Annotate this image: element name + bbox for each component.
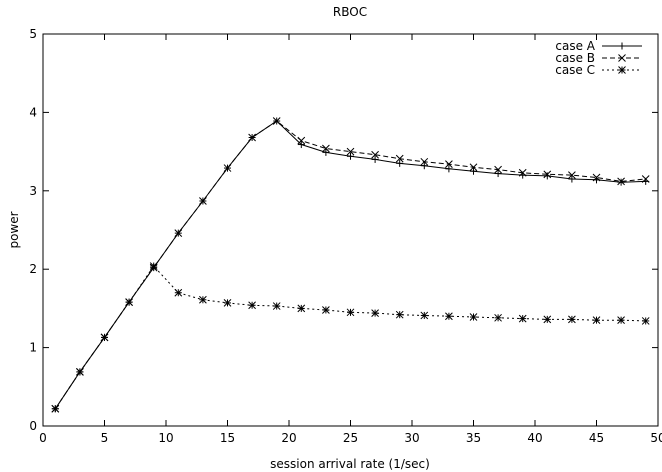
data-point	[495, 314, 502, 321]
data-point	[396, 311, 403, 318]
data-point	[544, 172, 551, 179]
series-line	[55, 121, 645, 409]
data-point	[421, 162, 428, 169]
plot-series	[52, 118, 649, 413]
data-point	[421, 312, 428, 319]
legend-label: case C	[555, 63, 595, 77]
series-case-b	[52, 118, 649, 413]
x-tick-label: 20	[281, 431, 296, 445]
y-tick-label: 5	[29, 27, 37, 41]
data-point	[495, 170, 502, 177]
y-tick-label: 2	[29, 262, 37, 276]
data-point	[347, 309, 354, 316]
data-point	[568, 176, 575, 183]
series-line	[55, 121, 645, 409]
data-point	[249, 302, 256, 309]
data-point	[199, 296, 206, 303]
data-point	[642, 317, 649, 324]
y-tick-label: 1	[29, 341, 37, 355]
series-line	[55, 266, 645, 409]
data-point	[445, 313, 452, 320]
y-tick-label: 3	[29, 184, 37, 198]
x-axis-label: session arrival rate (1/sec)	[270, 457, 430, 471]
y-tick-label: 4	[29, 105, 37, 119]
data-point	[126, 299, 133, 306]
data-point	[470, 168, 477, 175]
chart-title: RBOC	[333, 5, 367, 19]
legend: case Acase Bcase C	[555, 39, 642, 77]
data-point	[322, 149, 329, 156]
data-point	[470, 314, 477, 321]
data-point	[175, 289, 182, 296]
data-point	[224, 299, 231, 306]
data-point	[618, 317, 625, 324]
x-tick-label: 5	[101, 431, 109, 445]
x-tick-label: 10	[158, 431, 173, 445]
plot-frame	[43, 34, 658, 426]
data-point	[52, 405, 59, 412]
legend-marker	[619, 43, 626, 50]
x-tick-label: 0	[39, 431, 47, 445]
x-tick-label: 35	[466, 431, 481, 445]
data-point	[76, 368, 83, 375]
x-tick-label: 50	[650, 431, 662, 445]
data-point	[101, 334, 108, 341]
legend-marker	[619, 67, 626, 74]
data-point	[544, 316, 551, 323]
x-tick-label: 30	[404, 431, 419, 445]
data-point	[618, 179, 625, 186]
x-tick-label: 15	[220, 431, 235, 445]
data-point	[593, 317, 600, 324]
data-point	[519, 315, 526, 322]
y-tick-label: 0	[29, 419, 37, 433]
series-case-a	[52, 118, 649, 413]
x-tick-label: 40	[527, 431, 542, 445]
data-point	[372, 310, 379, 317]
data-point	[298, 305, 305, 312]
data-point	[273, 303, 280, 310]
data-point	[150, 263, 157, 270]
y-axis-label: power	[7, 211, 21, 248]
data-point	[322, 306, 329, 313]
x-tick-label: 25	[343, 431, 358, 445]
data-point	[568, 316, 575, 323]
legend-entry: case C	[555, 63, 642, 77]
x-tick-label: 45	[589, 431, 604, 445]
